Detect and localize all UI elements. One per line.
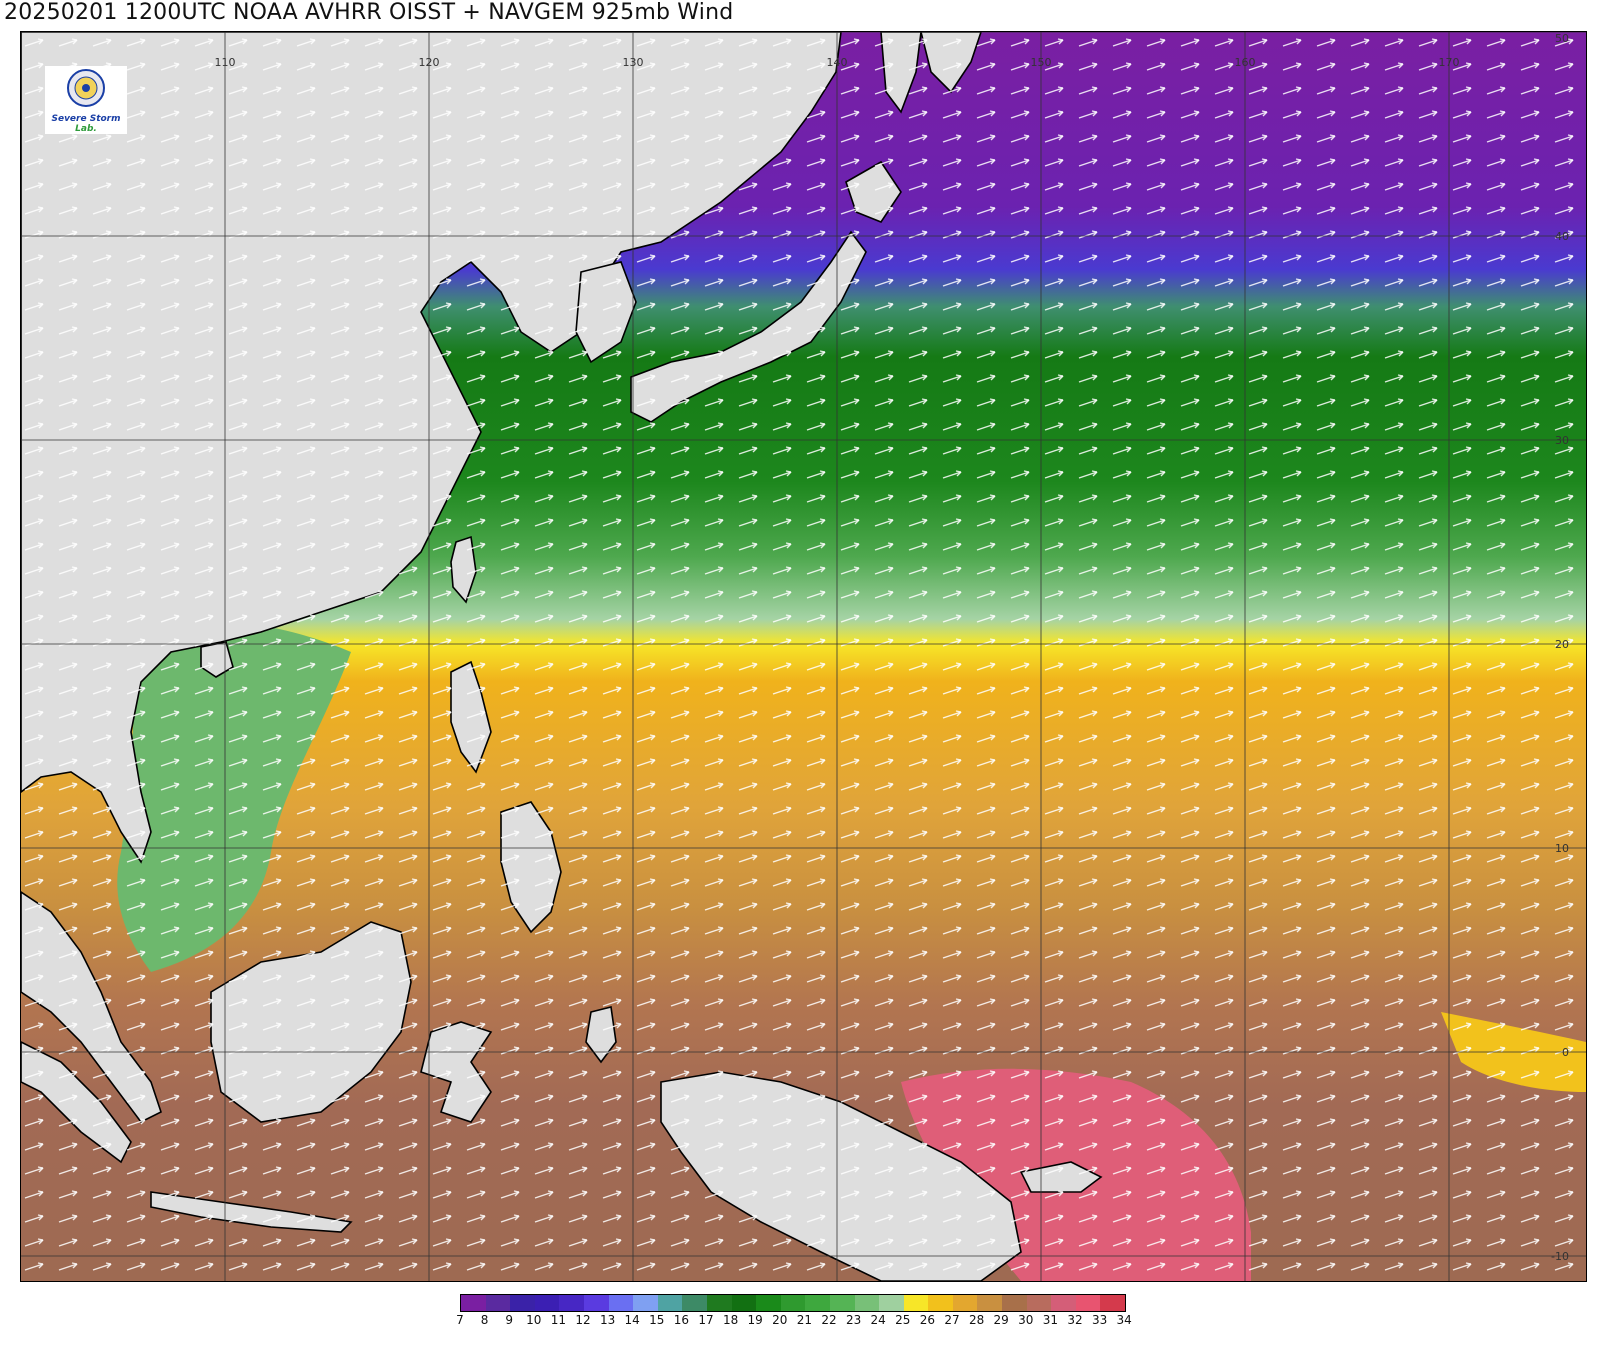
- sst-field: 110 120 130 140 150 160 170 50 40 30 20 10 0 -10: [21, 32, 1586, 1281]
- colorbar-label: 28: [968, 1313, 985, 1327]
- colorbar-cell: [1051, 1295, 1076, 1311]
- lon-tick-label: 150: [1031, 56, 1052, 69]
- emblem-icon: [67, 69, 105, 107]
- colorbar-cell: [633, 1295, 658, 1311]
- colorbar-label: 21: [796, 1313, 813, 1327]
- colorbar-cell: [682, 1295, 707, 1311]
- colorbar-cell: [1026, 1295, 1052, 1311]
- colorbar-cell: [1100, 1295, 1126, 1311]
- colorbar-cell: [1002, 1295, 1027, 1311]
- colorbar-cell: [461, 1295, 486, 1311]
- lat-tick-label: 0: [1562, 1046, 1569, 1059]
- colorbar-cell: [854, 1295, 880, 1311]
- colorbar-label: 10: [526, 1313, 542, 1327]
- colorbar-label: 15: [649, 1313, 665, 1327]
- colorbar-label: 9: [505, 1313, 513, 1327]
- lon-tick-label: 160: [1235, 56, 1256, 69]
- lat-tick-label: 20: [1555, 638, 1569, 651]
- lon-tick-label: 110: [215, 56, 236, 69]
- colorbar-cell: [608, 1295, 634, 1311]
- colorbar-cell: [756, 1295, 781, 1311]
- colorbar-label: 23: [845, 1313, 862, 1327]
- colorbar-label: 11: [550, 1313, 567, 1327]
- colorbar-label: 16: [673, 1313, 690, 1327]
- colorbar-cell: [559, 1295, 584, 1311]
- colorbar-label: 22: [821, 1313, 837, 1327]
- colorbar-label: 14: [624, 1313, 640, 1327]
- colorbar-label: 20: [772, 1313, 788, 1327]
- colorbar-label: 17: [698, 1313, 714, 1327]
- colorbar-label: 29: [993, 1313, 1009, 1327]
- colorbar-cell: [657, 1295, 683, 1311]
- colorbar-cell: [706, 1295, 732, 1311]
- colorbar-cell: [534, 1295, 560, 1311]
- lat-tick-label: 40: [1555, 230, 1569, 243]
- lat-tick-label: -10: [1551, 1250, 1569, 1263]
- lat-tick-label: 30: [1555, 434, 1569, 447]
- colorbar-label: 13: [599, 1313, 616, 1327]
- map-title: 20250201 1200UTC NOAA AVHRR OISST + NAVG…: [4, 0, 734, 25]
- colorbar-cell: [952, 1295, 978, 1311]
- colorbar-cell: [583, 1295, 609, 1311]
- colorbar-label: 27: [944, 1313, 960, 1327]
- sst-colorbar: [460, 1294, 1127, 1312]
- colorbar-label: 30: [1018, 1313, 1034, 1327]
- colorbar-label: 26: [919, 1313, 936, 1327]
- colorbar-label: 19: [747, 1313, 763, 1327]
- colorbar-label: 25: [895, 1313, 911, 1327]
- colorbar-label: 18: [722, 1313, 739, 1327]
- colorbar-cell: [903, 1295, 929, 1311]
- colorbar-cell: [829, 1295, 855, 1311]
- colorbar-label: 8: [480, 1313, 489, 1327]
- graticule-labels: 110 120 130 140 150 160 170 50 40 30 20 10 0 -10: [215, 32, 1570, 1263]
- colorbar-cell: [485, 1295, 511, 1311]
- colorbar-cell: [1075, 1295, 1101, 1311]
- colorbar-cell: [510, 1295, 535, 1311]
- sst-wind-map: 110 120 130 140 150 160 170 50 40 30 20 10 0 -10 Seve…: [20, 31, 1587, 1282]
- colorbar-label: 32: [1067, 1313, 1083, 1327]
- colorbar-cell: [928, 1295, 953, 1311]
- lon-tick-label: 120: [419, 56, 440, 69]
- lon-tick-label: 170: [1439, 56, 1460, 69]
- wind-vectors: [21, 32, 1586, 1281]
- colorbar-cell: [879, 1295, 904, 1311]
- colorbar-cell: [977, 1295, 1003, 1311]
- colorbar-cell: [780, 1295, 806, 1311]
- lon-tick-label: 140: [827, 56, 848, 69]
- colorbar-label: 34: [1116, 1313, 1132, 1327]
- graticule: [21, 32, 1586, 1281]
- colorbar-labels: 7 8 9 10 11 12 13 14 15 16 17 18 19 20 21 22 23 24 25 26 27 2…: [456, 1313, 1160, 1329]
- colorbar-cell: [731, 1295, 757, 1311]
- lon-tick-label: 130: [623, 56, 644, 69]
- colorbar-label: 12: [575, 1313, 591, 1327]
- colorbar-cell: [805, 1295, 830, 1311]
- colorbar-label: 7: [456, 1313, 464, 1327]
- lat-tick-label: 50: [1555, 32, 1569, 45]
- logo-text: Severe Storm Lab.: [51, 114, 121, 134]
- severe-storm-lab-logo: Severe Storm Lab.: [45, 66, 127, 134]
- colorbar-label: 31: [1042, 1313, 1059, 1327]
- colorbar-label: 33: [1091, 1313, 1108, 1327]
- colorbar-label: 24: [870, 1313, 886, 1327]
- lat-tick-label: 10: [1555, 842, 1569, 855]
